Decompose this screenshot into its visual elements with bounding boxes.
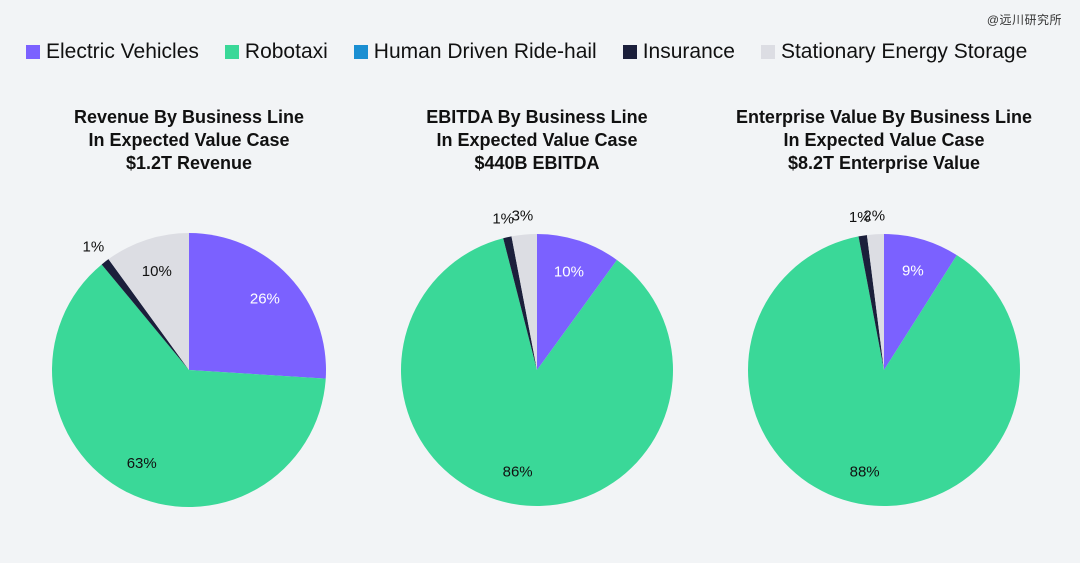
pie-slice-stationary-energy-storage xyxy=(108,233,189,370)
chart-title-line: $8.2T Enterprise Value xyxy=(787,153,981,173)
slice-label-stationary-energy-storage: 10% xyxy=(142,263,172,280)
pie-slice-robotaxi xyxy=(748,236,1020,506)
slice-label-stationary-energy-storage: 3% xyxy=(512,208,534,225)
chart-title-line: EBITDA By Business Line xyxy=(426,107,648,127)
legend-label: Electric Vehicles xyxy=(46,40,199,63)
legend-swatch xyxy=(224,45,239,59)
legend-item-robotaxi: Robotaxi xyxy=(224,40,328,64)
pie-chart-enterprise-value: Enterprise Value By Business Line In Exp… xyxy=(714,106,1054,556)
legend: Electric Vehicles Robotaxi Human Driven … xyxy=(26,40,1027,64)
chart-title-line: In Expected Value Case xyxy=(88,130,290,150)
slice-label-robotaxi: 86% xyxy=(503,464,533,481)
pie-slice-insurance xyxy=(101,259,189,370)
chart-title: EBITDA By Business Line In Expected Valu… xyxy=(367,106,707,175)
pie-slice-insurance xyxy=(503,236,537,370)
legend-item-human-driven-ride-hail: Human Driven Ride-hail xyxy=(353,40,597,64)
pie-chart-ebitda: EBITDA By Business Line In Expected Valu… xyxy=(367,106,707,556)
pie-svg: 10% 86% 1%3% xyxy=(401,208,673,506)
legend-label: Human Driven Ride-hail xyxy=(373,40,597,63)
legend-item-electric-vehicles: Electric Vehicles xyxy=(26,40,199,64)
chart-title-line: Enterprise Value By Business Line xyxy=(735,107,1033,127)
slice-label-stationary-energy-storage: 2% xyxy=(863,207,885,224)
chart-title-line: In Expected Value Case xyxy=(436,130,638,150)
pie-slice-stationary-energy-storage xyxy=(511,234,537,370)
pie-slice-electric-vehicles xyxy=(884,234,957,370)
slice-label-electric-vehicles: 10% xyxy=(554,264,584,281)
chart-title-line: Revenue By Business Line xyxy=(73,107,305,127)
chart-title-line: $1.2T Revenue xyxy=(125,153,253,173)
slice-label-insurance: 1% xyxy=(83,239,105,256)
chart-title: Enterprise Value By Business Line In Exp… xyxy=(714,106,1054,175)
pie-slice-electric-vehicles xyxy=(537,234,617,370)
pie-slice-stationary-energy-storage xyxy=(866,234,884,370)
pie-slice-electric-vehicles xyxy=(189,233,326,379)
pie-svg: 26% 63% 1% 10% xyxy=(52,233,326,508)
legend-swatch xyxy=(622,45,637,59)
legend-label: Robotaxi xyxy=(244,40,328,63)
legend-label: Stationary Energy Storage xyxy=(780,40,1028,63)
pie-chart-revenue: Revenue By Business Line In Expected Val… xyxy=(19,106,359,556)
slice-label-robotaxi: 88% xyxy=(850,464,880,481)
chart-title-line: $440B EBITDA xyxy=(474,153,600,173)
legend-item-insurance: Insurance xyxy=(622,40,735,64)
slice-label-robotaxi: 63% xyxy=(127,455,157,472)
watermark: @远川研究所 xyxy=(986,13,1062,27)
legend-swatch xyxy=(26,45,40,59)
legend-swatch xyxy=(353,45,368,59)
legend-label: Insurance xyxy=(642,40,735,63)
pie-slice-robotaxi xyxy=(401,238,673,506)
pie-slice-robotaxi xyxy=(52,264,326,508)
slice-label-electric-vehicles: 26% xyxy=(250,291,280,308)
chart-title: Revenue By Business Line In Expected Val… xyxy=(19,106,359,175)
pie-svg: 9% 88% 1%2% xyxy=(748,207,1020,506)
legend-swatch xyxy=(760,45,775,59)
chart-title-line: In Expected Value Case xyxy=(783,130,985,150)
legend-item-stationary-energy-storage: Stationary Energy Storage xyxy=(760,40,1028,64)
slice-label-electric-vehicles: 9% xyxy=(902,263,924,280)
slice-label-insurance: 1% xyxy=(849,209,871,226)
slice-label-insurance: 1% xyxy=(492,211,514,228)
pie-slice-insurance xyxy=(858,235,884,370)
